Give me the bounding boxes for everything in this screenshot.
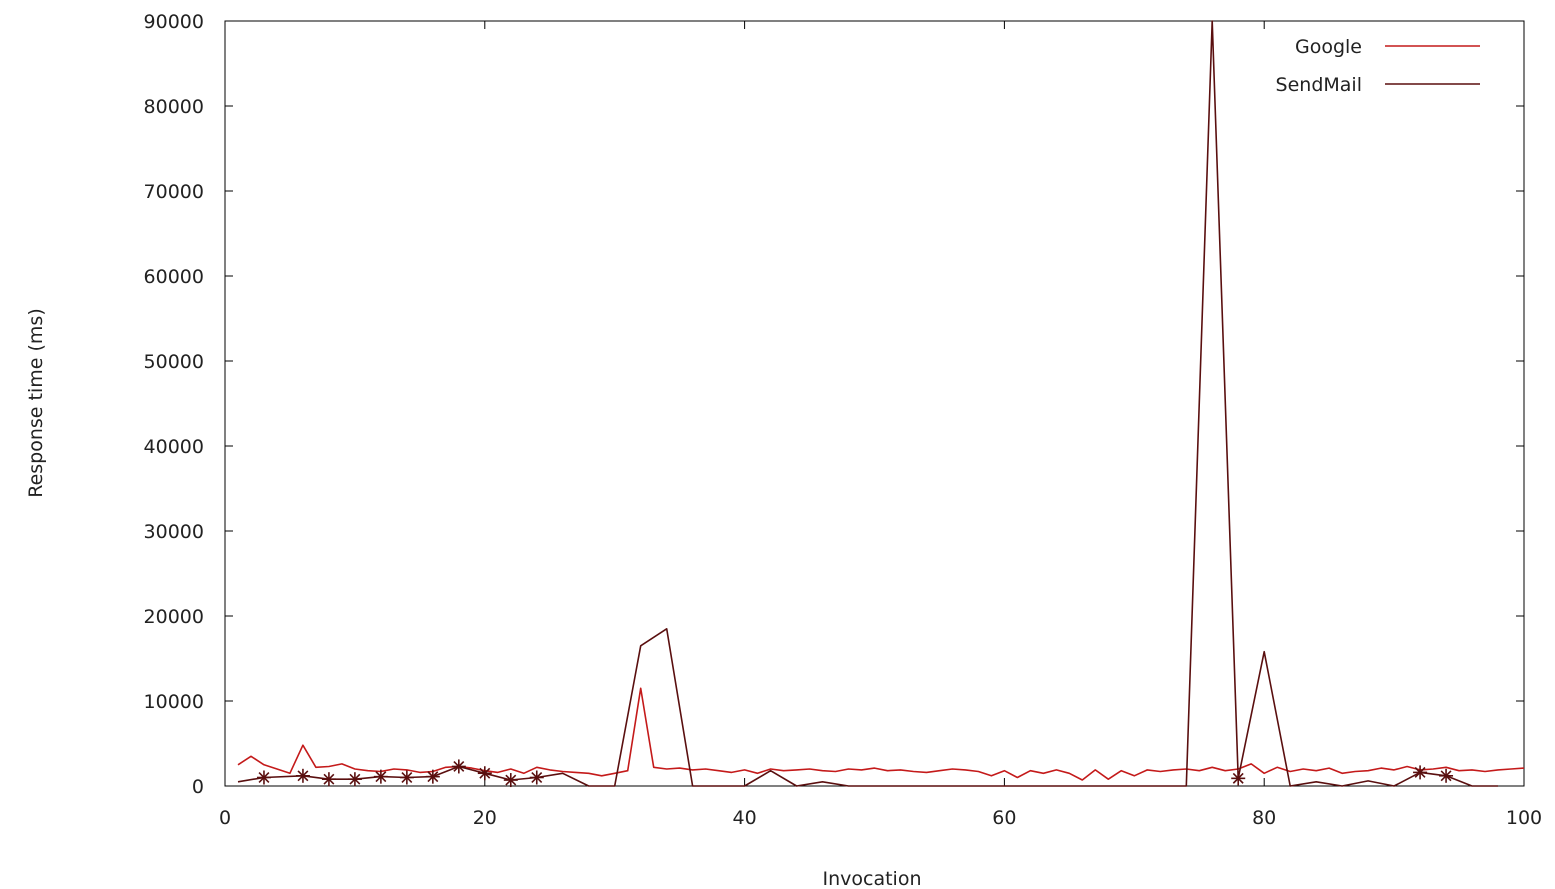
marker-stroke: [323, 773, 335, 785]
data-point-marker: [503, 773, 518, 788]
y-tick-label: 10000: [144, 691, 204, 713]
series-sendmail: [237, 20, 1498, 788]
legend-label-google: Google: [1295, 36, 1362, 58]
y-tick-label: 20000: [144, 606, 204, 628]
data-point-marker: [1231, 771, 1246, 786]
data-point-marker: [295, 768, 310, 783]
y-tick-label: 30000: [144, 521, 204, 543]
marker-stroke: [297, 770, 309, 782]
y-axis-title: Response time (ms): [25, 308, 47, 498]
marker-stroke: [453, 760, 465, 772]
marker-stroke: [479, 767, 491, 779]
legend-label-sendmail: SendMail: [1276, 74, 1362, 96]
data-point-marker: [256, 770, 271, 785]
marker-stroke: [375, 771, 387, 783]
y-tick-label: 50000: [144, 351, 204, 373]
marker-stroke: [1414, 766, 1426, 778]
marker-stroke: [1440, 770, 1452, 782]
data-point-marker: [451, 759, 466, 774]
x-tick-label: 60: [992, 807, 1016, 829]
data-point-marker: [321, 772, 336, 787]
marker-stroke: [531, 772, 543, 783]
data-point-marker: [347, 772, 362, 787]
marker-stroke: [258, 772, 270, 783]
y-tick-label: 70000: [144, 181, 204, 203]
y-tick-label: 80000: [144, 96, 204, 118]
data-point-marker: [373, 769, 388, 784]
x-tick-label: 100: [1506, 807, 1542, 829]
plot-frame: [224, 20, 1525, 787]
x-tick-label: 80: [1252, 807, 1276, 829]
series-group: [237, 20, 1525, 788]
y-tick-label: 40000: [144, 436, 204, 458]
y-tick-label: 0: [192, 776, 204, 798]
data-point-marker: [1439, 768, 1454, 783]
x-tick-label: 0: [219, 807, 231, 829]
data-point-marker: [529, 770, 544, 785]
data-point-marker: [425, 769, 440, 784]
legend: Google SendMail: [1276, 36, 1480, 96]
y-tick-label: 90000: [144, 11, 204, 33]
marker-stroke: [349, 773, 361, 785]
x-axis-title: Invocation: [823, 868, 922, 889]
data-point-marker: [1413, 765, 1428, 780]
marker-stroke: [427, 771, 439, 783]
y-tick-labels: 0 10000 20000 30000 40000 50000 60000 70000 8000…: [144, 11, 204, 798]
marker-stroke: [1232, 772, 1244, 784]
marker-stroke: [505, 774, 517, 786]
y-tick-label: 60000: [144, 266, 204, 288]
marker-stroke: [401, 772, 413, 783]
series-line-sendmail: [237, 20, 1498, 787]
x-tick-labels: 0 20 40 60 80 100: [219, 807, 1542, 829]
x-tick-label: 40: [733, 807, 757, 829]
series-google: [237, 687, 1525, 781]
axis-ticks: [224, 20, 1525, 787]
data-point-marker: [477, 766, 492, 781]
series-line-google: [237, 687, 1525, 781]
x-tick-label: 20: [473, 807, 497, 829]
data-point-marker: [399, 770, 414, 785]
